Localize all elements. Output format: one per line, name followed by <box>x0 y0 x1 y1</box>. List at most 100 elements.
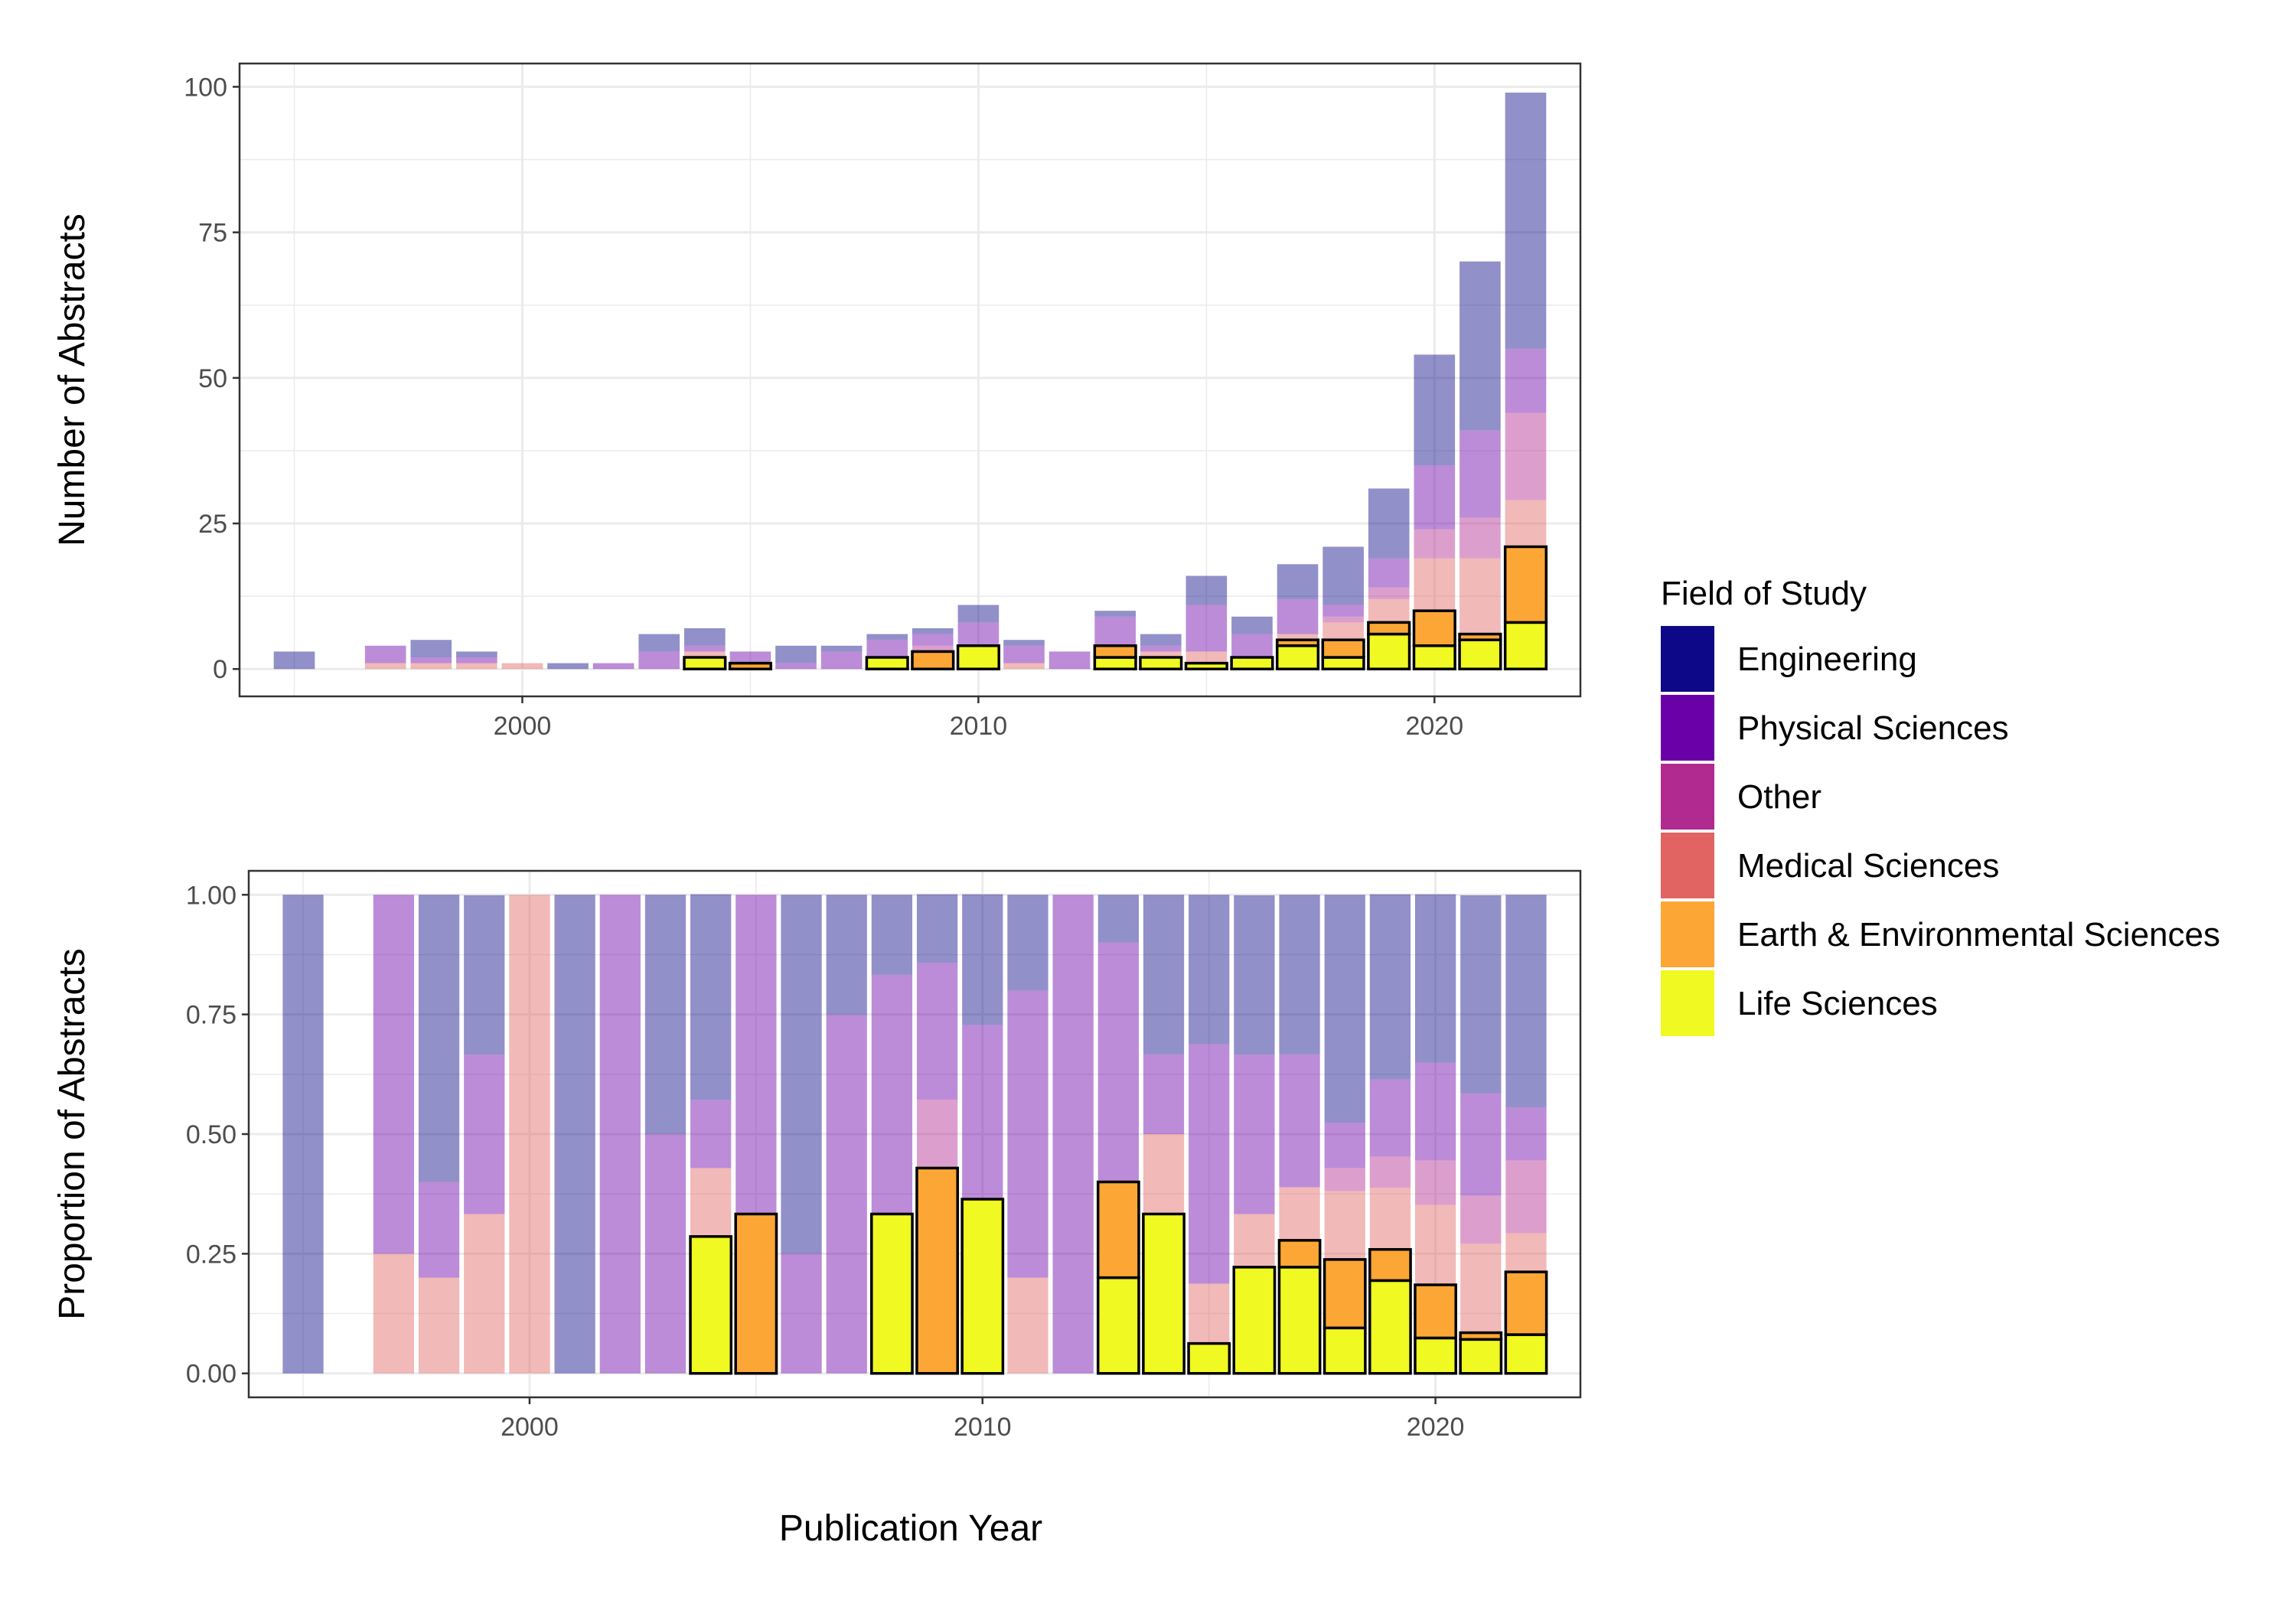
bar-medical-sciences-2000 <box>509 895 550 1374</box>
bar-medical-sciences-2017 <box>1277 634 1319 641</box>
bar-physical-sciences-2014 <box>1140 645 1182 652</box>
legend-key-physical-sciences <box>1661 695 1714 761</box>
bar-earth-and-environmental-sciences-2009 <box>915 1166 959 1375</box>
legend-key-engineering <box>1661 626 1714 692</box>
bar-earth-and-environmental-sciences-2020 <box>1412 609 1456 647</box>
bar-medical-sciences-2018 <box>1324 1191 1365 1260</box>
bar-medical-sciences-2019 <box>1368 598 1410 623</box>
y-tick-label: 0.00 <box>186 1360 236 1389</box>
bar-engineering-2009 <box>912 627 954 634</box>
bar-life-sciences-2013 <box>1096 1276 1140 1375</box>
bar-other-2020 <box>1414 529 1456 559</box>
bar-medical-sciences-1997 <box>364 663 406 670</box>
y-tick-label: 0 <box>213 655 227 684</box>
bar-engineering-2020 <box>1414 894 1456 1063</box>
bar-medical-sciences-2015 <box>1186 651 1228 663</box>
y-tick-label: 75 <box>198 219 227 248</box>
bar-physical-sciences-2003 <box>638 651 680 670</box>
bar-engineering-1995 <box>273 651 315 670</box>
y-tick-label: 100 <box>184 73 227 102</box>
bar-earth-and-environmental-sciences-2021 <box>1459 1331 1503 1341</box>
bar-other-2009 <box>912 645 954 652</box>
y-tick-label: 50 <box>198 364 227 393</box>
bar-medical-sciences-2018 <box>1322 622 1364 641</box>
bar-other-2021 <box>1459 517 1501 559</box>
bar-physical-sciences-2009 <box>916 963 958 1100</box>
bar-engineering-2001 <box>547 663 589 670</box>
bar-physical-sciences-2003 <box>644 1134 687 1374</box>
bar-engineering-2008 <box>866 634 908 641</box>
bar-other-2018 <box>1322 616 1364 623</box>
bar-medical-sciences-2011 <box>1003 663 1045 670</box>
bar-physical-sciences-1999 <box>464 1054 505 1214</box>
bar-medical-sciences-2020 <box>1414 558 1456 611</box>
bar-life-sciences-2021 <box>1458 638 1502 670</box>
bar-engineering-2011 <box>1003 640 1045 646</box>
legend-key-other <box>1661 764 1714 830</box>
bar-engineering-2006 <box>775 645 817 663</box>
bar-life-sciences-2020 <box>1412 644 1456 670</box>
bar-physical-sciences-1997 <box>373 895 415 1254</box>
bar-life-sciences-2018 <box>1322 1326 1367 1375</box>
bar-engineering-1999 <box>464 895 505 1055</box>
bar-engineering-2004 <box>690 894 732 1100</box>
bar-physical-sciences-2015 <box>1186 605 1228 652</box>
bar-physical-sciences-2022 <box>1505 348 1547 413</box>
bar-physical-sciences-2013 <box>1094 616 1136 646</box>
bar-life-sciences-2015 <box>1187 1341 1231 1375</box>
y-tick-label: 0.75 <box>186 1001 236 1030</box>
bar-medical-sciences-2011 <box>1007 1277 1049 1374</box>
bar-engineering-2021 <box>1460 895 1502 1094</box>
highlighted-bars <box>689 1166 1548 1375</box>
bar-physical-sciences-2005 <box>735 895 777 1214</box>
legend-label-earth-and-environmental-sciences: Earth & Environmental Sciences <box>1737 916 2220 953</box>
bar-engineering-2008 <box>871 895 913 975</box>
bar-physical-sciences-2014 <box>1143 1054 1185 1134</box>
bar-physical-sciences-1999 <box>456 657 497 663</box>
bar-physical-sciences-2008 <box>866 640 908 658</box>
bar-physical-sciences-2012 <box>1049 651 1091 670</box>
bar-life-sciences-2021 <box>1459 1338 1503 1375</box>
bar-other-2022 <box>1505 1160 1547 1234</box>
bar-physical-sciences-2004 <box>684 645 726 652</box>
bar-physical-sciences-2010 <box>962 1025 1003 1200</box>
x-tick-label: 2000 <box>494 712 552 741</box>
bar-other-2009 <box>916 1099 958 1169</box>
bar-physical-sciences-2020 <box>1414 464 1456 530</box>
bar-physical-sciences-1997 <box>364 645 406 663</box>
y-axis: 0.00 0.25 0.50 0.75 1.00 <box>186 881 249 1389</box>
y-tick-label: 1.00 <box>186 881 236 910</box>
bar-life-sciences-2016 <box>1230 656 1274 670</box>
y-tick-label: 25 <box>198 510 227 539</box>
bar-engineering-2013 <box>1094 611 1136 617</box>
bar-physical-sciences-1998 <box>418 1182 460 1278</box>
bar-engineering-2011 <box>1007 895 1049 991</box>
bar-medical-sciences-2015 <box>1189 1283 1230 1344</box>
bars <box>273 93 1547 670</box>
bar-engineering-2016 <box>1234 895 1275 1055</box>
x-tick-label: 2000 <box>501 1413 559 1442</box>
x-tick-label: 2010 <box>954 1413 1012 1442</box>
bar-engineering-2001 <box>554 895 595 1374</box>
bars <box>282 894 1547 1374</box>
bar-earth-and-environmental-sciences-2013 <box>1093 644 1137 659</box>
bar-physical-sciences-2011 <box>1003 645 1045 663</box>
legend: Field of Study Engineering Physical Scien… <box>1661 575 2220 1036</box>
legend-label-other: Other <box>1737 778 1821 816</box>
bar-medical-sciences-2004 <box>684 651 726 658</box>
bar-life-sciences-2008 <box>870 1212 914 1375</box>
bar-medical-sciences-2022 <box>1505 1233 1547 1273</box>
bar-medical-sciences-2000 <box>501 663 543 670</box>
x-tick-label: 2010 <box>950 712 1008 741</box>
bar-life-sciences-2017 <box>1275 644 1320 670</box>
bar-engineering-2010 <box>957 605 1000 623</box>
bar-engineering-1999 <box>456 651 497 658</box>
bar-medical-sciences-2017 <box>1279 1187 1320 1240</box>
bar-life-sciences-2010 <box>960 1198 1005 1375</box>
bar-physical-sciences-2018 <box>1322 605 1364 617</box>
bar-physical-sciences-2020 <box>1414 1062 1456 1161</box>
bar-physical-sciences-2010 <box>957 622 1000 646</box>
bar-physical-sciences-2021 <box>1460 1093 1502 1196</box>
bar-physical-sciences-2019 <box>1368 558 1410 588</box>
bar-physical-sciences-2015 <box>1189 1044 1230 1284</box>
